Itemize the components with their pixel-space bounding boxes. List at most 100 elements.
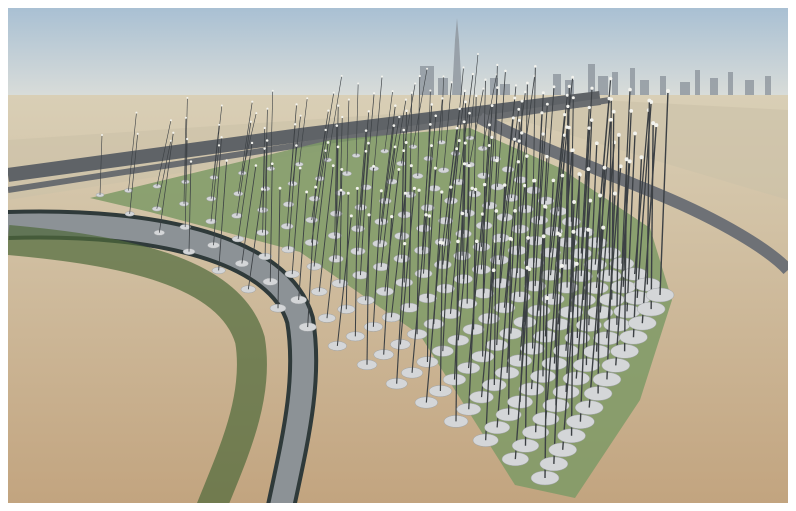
stalk (565, 106, 569, 265)
stalk (480, 145, 490, 270)
stalk (443, 82, 452, 171)
photo (8, 8, 788, 503)
stalk-tip (562, 133, 567, 137)
stalk (434, 98, 443, 189)
stalk (380, 146, 396, 267)
stalk-tip (525, 154, 529, 158)
stalk (455, 241, 459, 422)
stalk-tip (516, 160, 521, 164)
stalk-tip (136, 132, 139, 135)
stalk-tip (306, 97, 309, 100)
stalk-tip (572, 200, 577, 204)
stalk (357, 130, 367, 229)
stalk-tip (468, 111, 471, 115)
stalk (473, 95, 477, 194)
stalk (482, 74, 497, 149)
stalk-tip (563, 113, 567, 117)
stalk (403, 142, 407, 283)
stalk (336, 215, 352, 346)
stalk-tip (545, 296, 549, 300)
stalk (318, 165, 334, 292)
stalk (156, 120, 172, 187)
stalk-tip (249, 120, 253, 123)
stalk-tip (349, 214, 353, 218)
sky (8, 8, 788, 108)
stalk (462, 143, 466, 280)
stalk-tip (184, 116, 188, 119)
stalk (606, 193, 616, 380)
stalk (298, 98, 308, 165)
stalk (510, 185, 526, 334)
stalk-tip (494, 209, 499, 213)
stalk-tip (417, 188, 421, 192)
stalk (552, 127, 568, 300)
stalk-tip (172, 131, 175, 134)
stalk-tip (484, 78, 487, 81)
stalk (623, 159, 628, 352)
stalk (184, 139, 188, 228)
stalk-tip (428, 122, 432, 126)
stalk-tip (455, 126, 459, 130)
stalk (365, 166, 375, 301)
stalk (442, 128, 458, 243)
stalk (493, 210, 497, 385)
stalk-tip (186, 137, 189, 141)
stalk-tip (567, 125, 571, 130)
stalk (210, 124, 220, 199)
stalk-tip (298, 166, 302, 170)
stalk-tip (397, 167, 401, 171)
stalk-tip (449, 185, 453, 189)
stalk (659, 90, 669, 296)
stalk-tip (225, 159, 228, 162)
stalk (500, 139, 516, 284)
stalk (545, 86, 555, 201)
stalk-tip (524, 90, 527, 94)
stalk-tip (460, 211, 465, 216)
stalk-tip (367, 141, 370, 145)
stalk-tip (560, 173, 565, 178)
stalk-tip (429, 89, 432, 92)
stalk-tip (612, 191, 617, 196)
stalk (319, 92, 335, 179)
stalk-tip (463, 141, 467, 145)
stalk (469, 88, 484, 165)
stalk-tip (332, 91, 335, 94)
stalk-tip (324, 149, 327, 152)
stalk (265, 108, 268, 189)
stalk-tip (412, 186, 416, 190)
stalk (326, 190, 342, 319)
stalk (597, 195, 601, 394)
stalk-tip (496, 63, 499, 67)
stalk (524, 267, 529, 446)
stalk (439, 243, 444, 392)
stalk (552, 95, 568, 232)
stalk-tip (508, 236, 513, 241)
stalk-tip (327, 109, 330, 112)
stalk (286, 124, 296, 227)
stalk-tip (441, 97, 444, 100)
stalk-tip (633, 131, 637, 136)
stalk-tip (335, 124, 339, 127)
stalk-tip (394, 104, 397, 107)
stalk-tip (556, 231, 560, 236)
stalk-tip (404, 141, 408, 144)
stalk (449, 163, 465, 314)
stalk-tip (101, 134, 103, 136)
stalk-tip (487, 123, 491, 127)
stalk-tip (405, 109, 408, 112)
stalk-tip (263, 147, 266, 150)
stalk-tip (609, 97, 614, 101)
stalk (588, 143, 598, 326)
stalk-tip (628, 87, 632, 92)
stalk (270, 90, 274, 169)
stalk-tip (666, 89, 670, 93)
stalk (580, 128, 590, 277)
stalk-tip (602, 165, 607, 170)
stalk-tip (567, 84, 571, 88)
stalk (313, 142, 329, 267)
stalk-tip (474, 239, 479, 244)
stalk (576, 173, 581, 338)
stalk (264, 140, 268, 257)
stalk-tip (424, 213, 428, 217)
